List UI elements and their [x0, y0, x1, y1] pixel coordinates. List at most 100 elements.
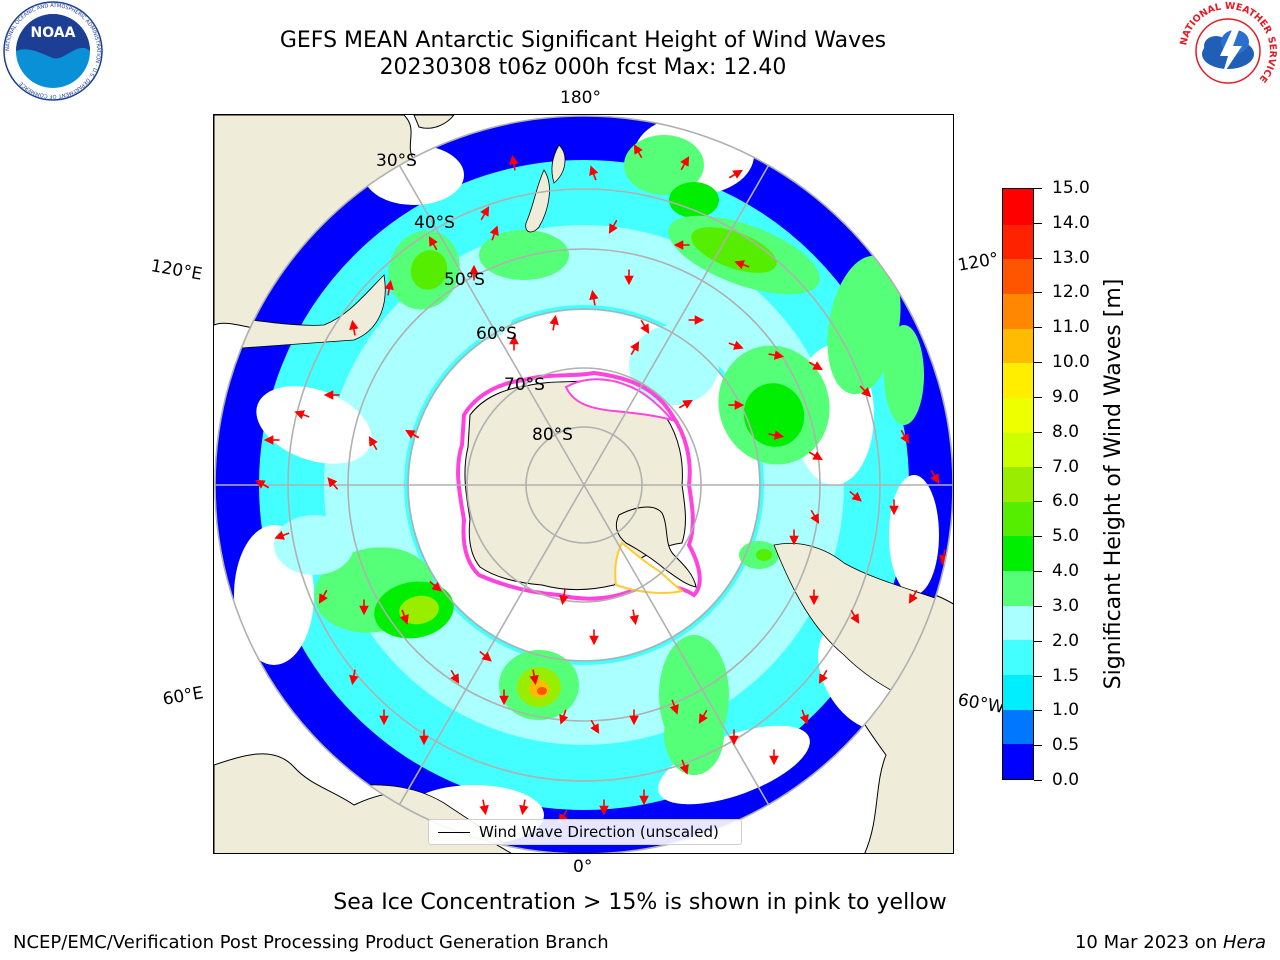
colorbar-tick-label: 1.5: [1052, 665, 1080, 686]
colorbar-tick: [1034, 710, 1042, 712]
lon-label-60w: 60°W: [956, 690, 1006, 718]
colorbar-tick-label: 10.0: [1052, 352, 1090, 373]
wave-height-system: [410, 250, 448, 290]
colorbar-segment: [1003, 605, 1033, 641]
map-title: GEFS MEAN Antarctic Significant Height o…: [279, 28, 887, 53]
wave-height-system: [629, 325, 719, 405]
wave-direction-arrow: [428, 236, 438, 251]
colorbar-tick-label: 1.0: [1052, 700, 1080, 721]
meridian-line: [283, 484, 585, 853]
noaa-logo-text: NOAA: [31, 25, 76, 41]
wave-direction-arrow: [384, 279, 394, 296]
wave-direction-arrow: [698, 709, 708, 724]
wave-height-system: [743, 383, 805, 447]
footer-date: 10 Mar 2023 on Hera: [1075, 932, 1266, 953]
legend-label: Wind Wave Direction (unscaled): [479, 823, 719, 841]
wave-direction-arrow: [479, 799, 489, 816]
wave-direction-arrow: [368, 436, 378, 451]
colorbar-tick-label: 7.0: [1052, 456, 1080, 477]
colorbar-segment: [1003, 570, 1033, 606]
colorbar-tick: [1034, 292, 1042, 294]
wave-direction-arrow: [908, 589, 918, 604]
lon-label-120w: 120°: [956, 249, 1001, 276]
wave-height-system: [669, 182, 719, 218]
calm-area: [658, 725, 810, 805]
wave-direction-arrow: [318, 589, 328, 604]
colorbar-tick: [1034, 640, 1042, 642]
wave-direction-arrow: [590, 719, 600, 734]
wave-height-system: [664, 695, 724, 775]
colorbar: [1002, 188, 1034, 780]
colorbar-tick: [1034, 466, 1042, 468]
colorbar-segment: [1003, 362, 1033, 398]
wave-height-system: [454, 280, 514, 340]
calm-area: [256, 386, 372, 464]
wave-height-system: [691, 227, 777, 273]
wave-direction-arrow: [808, 185, 824, 195]
colorbar-tick-label: 4.0: [1052, 561, 1080, 582]
wave-direction-arrow: [589, 165, 599, 181]
colorbar-tick: [1034, 188, 1042, 189]
colorbar-tick-label: 2.0: [1052, 630, 1080, 651]
colorbar-tick: [1034, 362, 1042, 364]
wave-direction-arrow: [399, 609, 409, 625]
wave-direction-arrow: [768, 430, 785, 440]
colorbar-tick: [1034, 222, 1042, 224]
colorbar-tick: [1034, 257, 1042, 259]
cloud-lightning-icon: [1202, 30, 1254, 76]
colorbar-segment: [1003, 674, 1033, 710]
colorbar-tick-label: 12.0: [1052, 282, 1090, 303]
map-legend: Wind Wave Direction (unscaled): [428, 819, 742, 845]
lon-label-120e: 120°E: [149, 256, 204, 285]
colorbar-segment: [1003, 709, 1033, 745]
colorbar-tick: [1034, 745, 1042, 747]
colorbar-segment: [1003, 397, 1033, 433]
colorbar-tick: [1034, 536, 1042, 538]
new-zealand: [525, 144, 566, 233]
wave-height-system: [884, 325, 924, 425]
wave-direction-arrow: [589, 289, 599, 306]
colorbar-segment: [1003, 258, 1033, 294]
colorbar-tick: [1034, 571, 1042, 573]
colorbar-tick-label: 3.0: [1052, 595, 1080, 616]
wave-height-system: [274, 515, 354, 575]
wave-direction-arrow: [680, 156, 690, 171]
colorbar-tick: [1034, 501, 1042, 503]
colorbar-segment: [1003, 501, 1033, 537]
wave-direction-arrow: [629, 609, 639, 626]
wave-height-system: [537, 687, 547, 695]
colorbar-segment: [1003, 224, 1033, 260]
map-canvas: [214, 115, 953, 853]
wave-direction-arrow: [930, 469, 940, 484]
wave-height-map[interactable]: 30°S 40°S 50°S 60°S 70°S 80°S Wind Wave …: [213, 114, 954, 854]
wave-direction-arrow: [255, 479, 270, 489]
wave-direction-arrow: [489, 225, 499, 241]
wave-direction-arrow: [450, 669, 460, 684]
wave-direction-arrow: [558, 809, 568, 824]
meridian-line: [583, 116, 885, 486]
wave-direction-arrow: [768, 350, 785, 360]
footer-host: Hera: [1222, 932, 1266, 953]
colorbar-tick: [1034, 780, 1042, 781]
colorbar-segment: [1003, 743, 1033, 779]
lon-label-180: 180°: [560, 88, 601, 108]
colorbar-segment: [1003, 639, 1033, 676]
wave-direction-arrow: [849, 220, 862, 232]
wave-height-system: [827, 255, 901, 395]
lat-label-80s: 80°S: [532, 425, 573, 445]
lat-label-30s: 30°S: [376, 151, 417, 171]
lon-label-0: 0°: [573, 857, 593, 877]
colorbar-tick-label: 0.0: [1052, 770, 1080, 790]
meridian-line: [283, 116, 585, 486]
wave-direction-arrow: [349, 319, 359, 336]
wave-direction-arrow: [808, 451, 823, 461]
wave-direction-arrow: [849, 490, 862, 502]
wave-height-system: [624, 135, 704, 195]
wave-direction-arrow: [669, 699, 679, 715]
wave-direction-arrow: [818, 669, 828, 684]
wave-direction-arrow: [728, 169, 743, 179]
lat-label-60s: 60°S: [476, 324, 517, 344]
wave-direction-arrow: [429, 580, 442, 592]
colorbar-tick-label: 14.0: [1052, 212, 1090, 233]
colorbar-tick-label: 11.0: [1052, 317, 1090, 338]
